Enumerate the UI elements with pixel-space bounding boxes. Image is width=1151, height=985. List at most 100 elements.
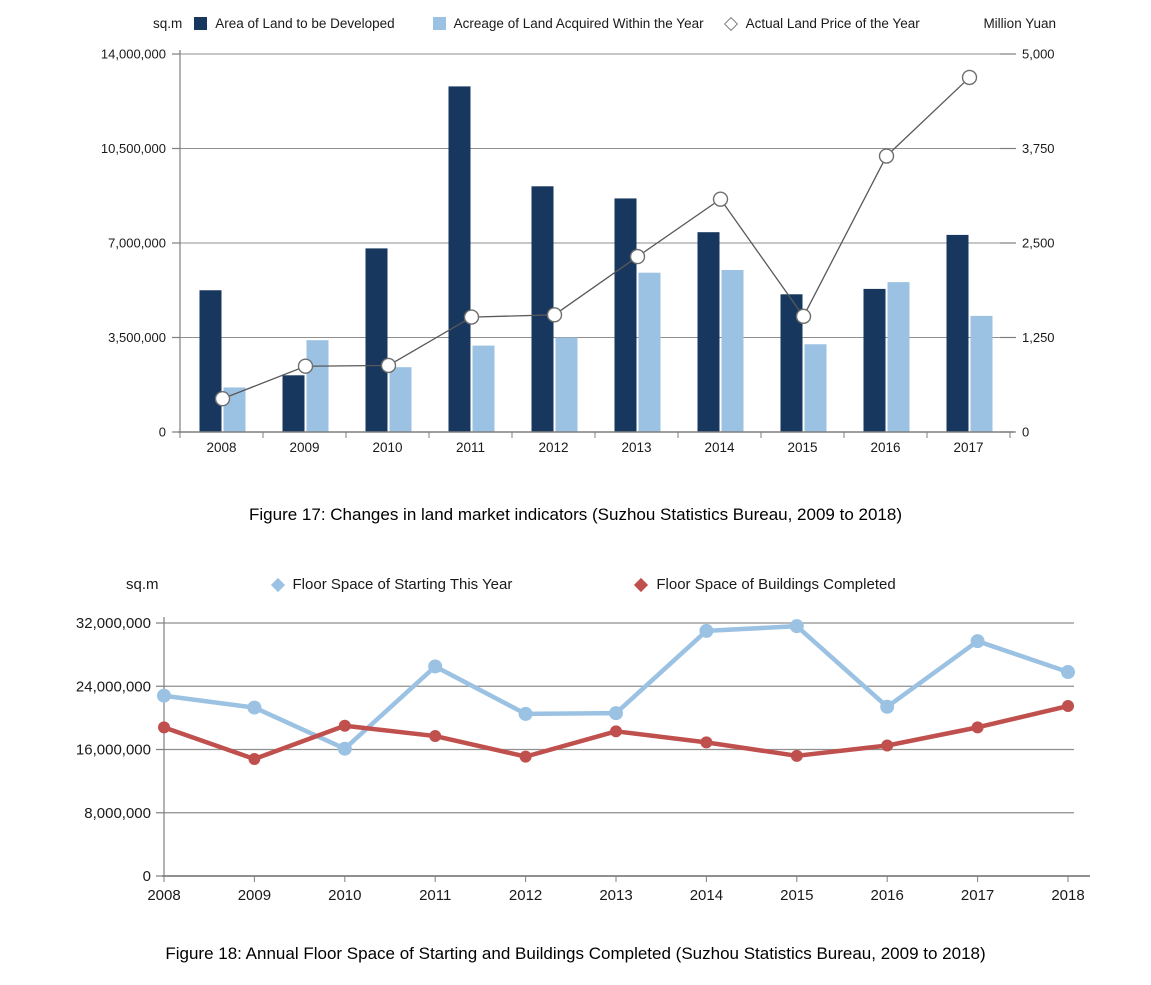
right-tick-label: 3,750 bbox=[1022, 141, 1055, 156]
x-tick-label-2017: 2017 bbox=[953, 440, 983, 455]
bar-acreage-acquired-2016 bbox=[887, 282, 910, 432]
x-tick-label-2016: 2016 bbox=[870, 440, 900, 455]
point-land-price-2017 bbox=[961, 69, 978, 86]
figure18-chart: 0 8,000,000 16,000,000 24,000,000 32,000,000… bbox=[76, 615, 1090, 904]
bar-acreage-acquired-2017 bbox=[970, 315, 993, 432]
x-tick-label-2010: 2010 bbox=[328, 887, 361, 904]
point-land-price-2016 bbox=[878, 148, 895, 164]
legend-item-floor-space-starting: Floor Space of Starting This Year bbox=[270, 576, 513, 593]
figure17-left-axis-unit-label: sq.m bbox=[153, 16, 183, 31]
legend-label: Floor Space of Starting This Year bbox=[292, 576, 513, 593]
x-tick-label-2011: 2011 bbox=[419, 887, 451, 904]
figure18-caption: Figure 18: Annual Floor Space of Startin… bbox=[165, 944, 986, 963]
floor-space-starting-marker-icon bbox=[270, 577, 285, 592]
point-series1-2017 bbox=[971, 721, 984, 734]
point-series1-2018 bbox=[1062, 700, 1074, 713]
bar-acreage-acquired-2015 bbox=[804, 344, 827, 432]
point-series0-2017 bbox=[970, 634, 985, 649]
point-series0-2018 bbox=[1061, 665, 1075, 680]
legend-label: Floor Space of Buildings Completed bbox=[656, 576, 896, 593]
x-tick-label-2011: 2011 bbox=[456, 440, 485, 455]
bar-area-developed-2009 bbox=[282, 375, 305, 432]
bar-acreage-acquired-2012 bbox=[555, 337, 578, 432]
land-price-line bbox=[222, 76, 970, 400]
legend-label: Acreage of Land Acquired Within the Year bbox=[453, 16, 704, 31]
point-series0-2016 bbox=[880, 699, 895, 714]
right-tick-label: 2,500 bbox=[1022, 236, 1055, 251]
figure17-caption: Figure 17: Changes in land market indica… bbox=[249, 505, 902, 524]
x-tick-label-2012: 2012 bbox=[509, 887, 542, 904]
x-tick-label-2009: 2009 bbox=[289, 440, 319, 455]
x-tick-label-2016: 2016 bbox=[871, 887, 904, 904]
point-land-price-2012 bbox=[546, 307, 563, 323]
y-tick-label: 16,000,000 bbox=[76, 742, 151, 759]
figure17-legend: sq.m Area of Land to be Developed Acreag… bbox=[0, 16, 1151, 31]
figure18-axis-unit-label: sq.m bbox=[126, 576, 159, 593]
x-tick-label-2017: 2017 bbox=[961, 887, 994, 904]
land-price-marker-icon bbox=[723, 16, 738, 31]
legend-item-floor-space-completed: Floor Space of Buildings Completed bbox=[634, 576, 896, 593]
legend-label: Actual Land Price of the Year bbox=[745, 16, 920, 31]
legend-item-area-developed: Area of Land to be Developed bbox=[194, 16, 395, 31]
x-tick-label-2008: 2008 bbox=[147, 887, 180, 904]
figure18-legend: sq.m Floor Space of Starting This Year F… bbox=[0, 576, 1151, 593]
right-tick-label: 5,000 bbox=[1022, 47, 1055, 62]
y-tick-label: 32,000,000 bbox=[76, 615, 151, 632]
legend-label: Area of Land to be Developed bbox=[215, 16, 395, 31]
figure17-chart: 2008 2009 2010 2011 2012 2013 2014 2015 2016 2017… bbox=[101, 47, 1055, 456]
x-tick-label-2015: 2015 bbox=[780, 887, 813, 904]
left-tick-label: 7,000,000 bbox=[108, 236, 166, 251]
point-series1-2010 bbox=[338, 719, 351, 732]
bar-acreage-acquired-2014 bbox=[721, 270, 744, 432]
left-tick-label: 14,000,000 bbox=[101, 47, 166, 62]
point-series1-2009 bbox=[248, 752, 261, 765]
point-land-price-2014 bbox=[712, 191, 729, 207]
point-land-price-2015 bbox=[795, 308, 812, 325]
left-tick-label: 3,500,000 bbox=[108, 330, 166, 345]
bar-area-developed-2015 bbox=[780, 294, 803, 432]
point-series0-2012 bbox=[518, 706, 533, 721]
bar-area-developed-2013 bbox=[614, 198, 637, 432]
right-tick-label: 0 bbox=[1022, 425, 1029, 440]
point-series0-2010 bbox=[337, 741, 352, 756]
point-series1-2016 bbox=[881, 739, 894, 752]
point-series1-2008 bbox=[158, 721, 170, 734]
x-tick-label-2013: 2013 bbox=[621, 440, 651, 455]
floor-space-completed-marker-icon bbox=[634, 577, 649, 592]
point-land-price-2011 bbox=[463, 309, 480, 325]
x-tick-label-2013: 2013 bbox=[599, 887, 632, 904]
y-tick-label: 24,000,000 bbox=[76, 678, 151, 695]
bar-area-developed-2011 bbox=[448, 86, 471, 433]
left-tick-label: 10,500,000 bbox=[101, 141, 166, 156]
legend-item-land-price: Actual Land Price of the Year bbox=[723, 16, 920, 31]
x-tick-label-2012: 2012 bbox=[538, 440, 568, 455]
bar-acreage-acquired-2013 bbox=[638, 272, 661, 432]
x-tick-label-2014: 2014 bbox=[704, 440, 735, 455]
point-series0-2014 bbox=[699, 623, 714, 638]
bar-acreage-acquired-2011 bbox=[472, 345, 495, 432]
point-series1-2012 bbox=[519, 750, 532, 763]
point-series1-2015 bbox=[790, 749, 803, 762]
point-land-price-2009 bbox=[297, 358, 314, 374]
area-developed-swatch-icon bbox=[194, 17, 208, 30]
bar-area-developed-2010 bbox=[365, 248, 388, 432]
point-series0-2008 bbox=[157, 688, 171, 703]
bar-area-developed-2016 bbox=[863, 288, 886, 432]
bar-area-developed-2014 bbox=[697, 232, 720, 432]
bar-area-developed-2008 bbox=[199, 290, 222, 432]
x-tick-label-2018: 2018 bbox=[1051, 887, 1084, 904]
point-land-price-2010 bbox=[380, 357, 397, 374]
left-tick-label: 0 bbox=[159, 425, 166, 440]
point-series1-2011 bbox=[429, 730, 442, 743]
point-land-price-2013 bbox=[629, 248, 646, 265]
bar-acreage-acquired-2009 bbox=[306, 340, 329, 432]
point-series1-2013 bbox=[610, 725, 622, 738]
legend-item-acreage-acquired: Acreage of Land Acquired Within the Year bbox=[432, 16, 704, 31]
bar-area-developed-2017 bbox=[946, 234, 969, 432]
acreage-acquired-swatch-icon bbox=[432, 17, 446, 30]
point-series0-2015 bbox=[789, 619, 804, 634]
point-series0-2009 bbox=[247, 700, 262, 715]
x-tick-label-2014: 2014 bbox=[690, 887, 723, 904]
x-tick-label-2010: 2010 bbox=[372, 440, 402, 455]
